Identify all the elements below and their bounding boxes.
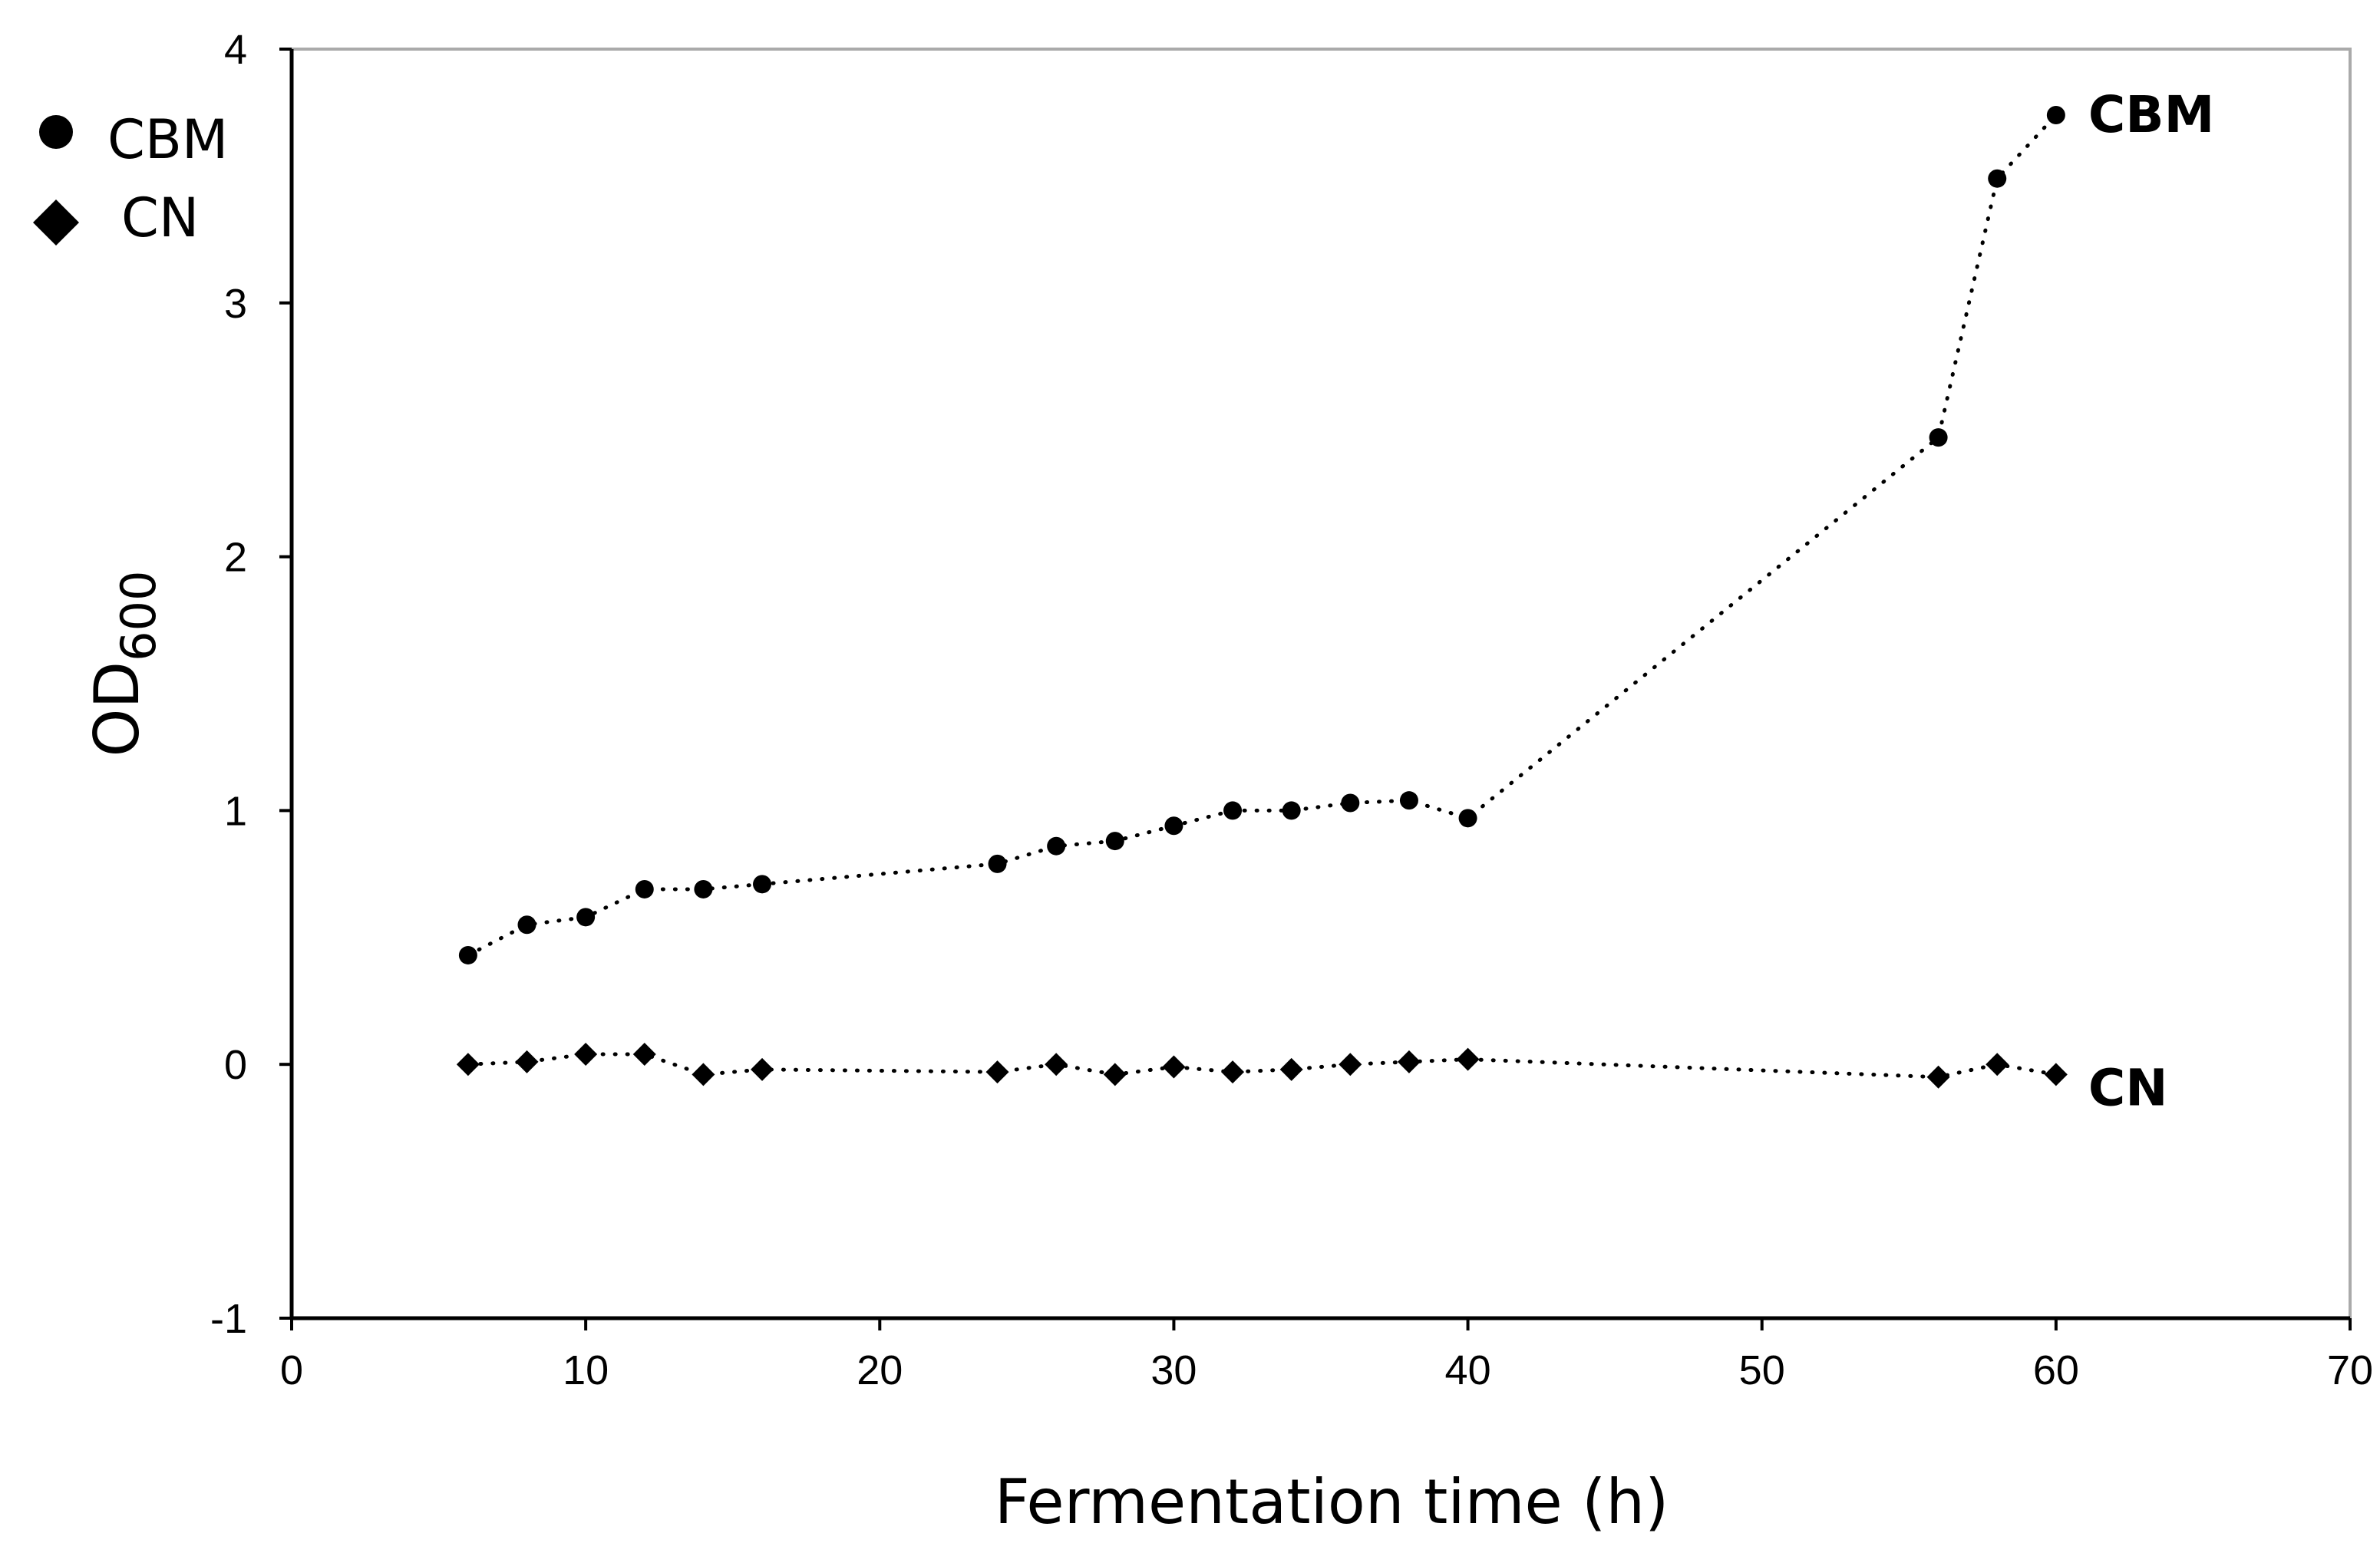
data-point-cn xyxy=(1103,1063,1127,1086)
data-point-cn xyxy=(1397,1050,1421,1073)
data-point-cn xyxy=(1926,1065,1950,1089)
data-point-cbm xyxy=(1223,801,1243,820)
data-point-cn xyxy=(985,1060,1009,1084)
data-point-cbm xyxy=(517,915,536,935)
data-point-cbm xyxy=(458,945,477,964)
y-axis-title-subscript: 600 xyxy=(111,571,167,661)
y-tick-label: 2 xyxy=(224,535,247,581)
data-point-cbm xyxy=(1164,816,1183,836)
y-tick-label: 4 xyxy=(224,27,247,73)
data-point-cn xyxy=(1162,1055,1186,1079)
y-tick-label: 0 xyxy=(224,1042,247,1088)
data-point-cbm xyxy=(1988,169,2007,188)
data-point-cn xyxy=(1221,1060,1245,1084)
series-end-label-cbm: CBM xyxy=(2088,85,2214,144)
y-tick-label: -1 xyxy=(210,1296,247,1342)
data-point-cbm xyxy=(1105,832,1124,851)
data-point-cn xyxy=(515,1050,539,1073)
data-point-cbm xyxy=(1929,428,1948,447)
legend-label-cn: CN xyxy=(121,186,199,249)
svg-text:OD600: OD600 xyxy=(81,571,167,757)
x-tick-label: 0 xyxy=(280,1347,303,1393)
x-tick-label: 40 xyxy=(1445,1347,1491,1393)
series-layer xyxy=(456,106,2068,1089)
data-point-cbm xyxy=(1282,801,1301,820)
data-point-cn xyxy=(751,1057,774,1081)
series-line-cbm xyxy=(466,113,2058,958)
data-point-cbm xyxy=(1458,809,1477,828)
data-point-cn xyxy=(1279,1057,1303,1081)
series-end-label-cn: CN xyxy=(2088,1058,2168,1117)
data-point-cbm xyxy=(988,854,1007,873)
legend: CBM CN xyxy=(33,108,228,249)
data-point-cn xyxy=(1045,1053,1068,1076)
axis-ticks: 0 10 20 30 40 50 60 70 -1 0 1 2 3 4 xyxy=(210,27,2373,1393)
x-tick-label: 20 xyxy=(857,1347,903,1393)
data-point-cn xyxy=(692,1063,715,1086)
data-point-cbm xyxy=(1047,836,1066,856)
x-tick-label: 50 xyxy=(1739,1347,1785,1393)
x-axis-title: Fermentation time (h) xyxy=(995,1466,1669,1538)
data-point-cn xyxy=(1339,1053,1362,1076)
data-point-cbm xyxy=(576,908,596,927)
data-point-cn xyxy=(574,1042,598,1066)
y-axis-title: OD600 xyxy=(81,571,167,757)
y-axis-title-main: OD xyxy=(81,661,153,757)
data-point-cn xyxy=(2044,1063,2068,1086)
x-tick-label: 70 xyxy=(2327,1347,2373,1393)
legend-marker-diamond xyxy=(33,199,79,246)
data-point-cbm xyxy=(753,875,772,894)
x-tick-label: 60 xyxy=(2033,1347,2079,1393)
data-point-cbm xyxy=(2046,106,2065,125)
x-tick-label: 10 xyxy=(563,1347,609,1393)
data-point-cbm xyxy=(694,879,713,898)
data-point-cn xyxy=(1986,1053,2009,1076)
plot-frame xyxy=(290,48,2352,1320)
y-tick-label: 1 xyxy=(224,788,247,834)
data-point-cn xyxy=(632,1042,656,1066)
x-tick-label: 30 xyxy=(1150,1347,1197,1393)
data-point-cn xyxy=(456,1053,480,1076)
data-point-cbm xyxy=(1399,791,1418,810)
data-point-cn xyxy=(1456,1047,1480,1071)
legend-marker-circle xyxy=(39,115,73,149)
data-point-cbm xyxy=(1341,793,1360,813)
y-tick-label: 3 xyxy=(224,281,247,327)
legend-label-cbm: CBM xyxy=(107,108,228,171)
data-point-cbm xyxy=(635,879,654,898)
